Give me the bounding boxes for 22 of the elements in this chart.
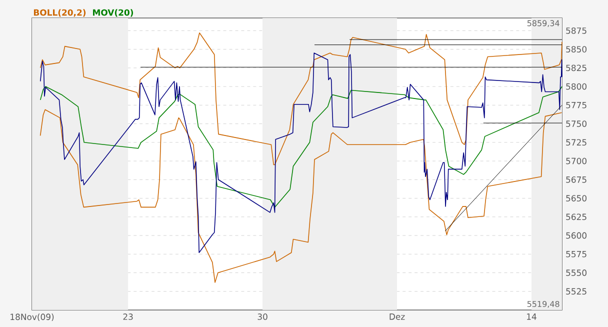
x-tick-label: 14 [527,314,536,320]
text: MOV(20) [93,9,134,17]
y-tick-label: 5750 [566,120,587,127]
y-tick-label: 5875 [566,27,586,34]
y-tick-label: 5825 [566,64,586,72]
y-tick-label: 5550 [566,270,587,276]
y-tick-label: 5650 [566,195,587,202]
y-tick-label: 5775 [566,102,586,108]
x-tick-label: 18Nov(09) [10,314,54,322]
y-tick-label: 5600 [566,232,587,239]
y-tick-label: 5700 [566,158,587,164]
y-tick-label: 5675 [566,176,586,183]
y-tick-label: 5800 [566,83,587,90]
y-tick-label: 5575 [566,250,586,258]
x-tick-label: 30 [258,314,268,320]
x-tick-label: 23 [123,314,133,320]
y-tick-label: 5625 [566,214,586,220]
y-tick-label: 5525 [566,288,586,295]
y-tick-label: 5850 [566,46,587,52]
y-tick-label: 5725 [566,139,586,146]
text: BOLL(20,2) [34,9,86,17]
x-tick-label: Dez [390,314,405,320]
